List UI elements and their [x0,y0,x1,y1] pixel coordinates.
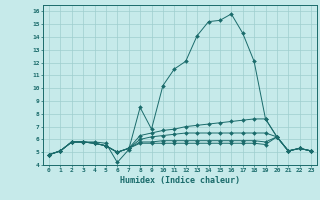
X-axis label: Humidex (Indice chaleur): Humidex (Indice chaleur) [120,176,240,185]
